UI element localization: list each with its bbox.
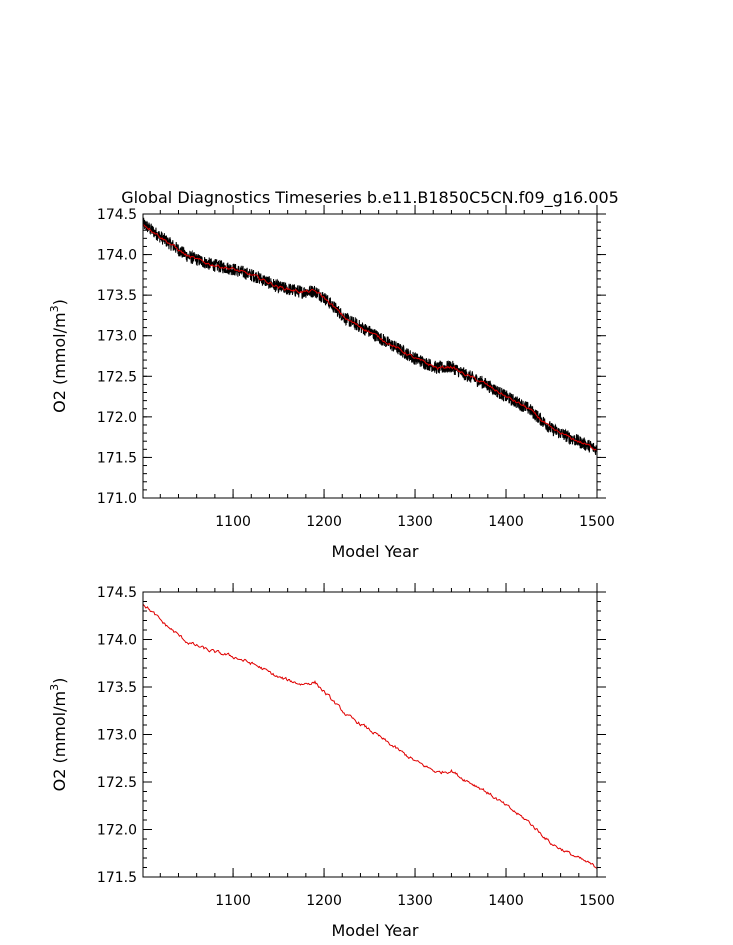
- x-tick-label: 1200: [306, 893, 342, 909]
- plot-bottom: 1100 1200 1300 1400 1500 171.5 172.0 172.5 173.0…: [48, 583, 615, 940]
- series-annual-mean-line: [142, 603, 598, 869]
- y-tick-label: 171.5: [97, 870, 137, 886]
- x-tick-label: 1100: [215, 893, 251, 909]
- x-axis-title: Model Year: [332, 921, 419, 940]
- plot-frame: [142, 213, 598, 499]
- y-axis-title: O2 (mmol/m3): [48, 299, 69, 413]
- y-tick-label: 173.5: [97, 288, 137, 304]
- plot-top: 1100 1200 1300 1400 1500 171.0 171.5 172.0 172.5…: [48, 205, 615, 561]
- y-axis-title: O2 (mmol/m3): [48, 678, 69, 792]
- y-tick-label: 172.0: [97, 410, 137, 426]
- y-tick-label: 172.5: [97, 775, 137, 791]
- x-tick-label: 1100: [215, 514, 251, 530]
- y-tick-label: 174.5: [97, 207, 137, 223]
- x-axis-title: Model Year: [332, 542, 419, 561]
- series-monthly-line: [142, 217, 598, 456]
- y-tick-label: 174.0: [97, 633, 137, 649]
- y-tick-label: 174.0: [97, 248, 137, 264]
- x-tick-label: 1400: [488, 893, 524, 909]
- x-tick-label: 1500: [579, 893, 615, 909]
- chart-title: Global Diagnostics Timeseries b.e11.B185…: [121, 188, 619, 208]
- x-tick-label: 1300: [397, 514, 433, 530]
- x-tick-label: 1500: [579, 514, 615, 530]
- x-tick-label: 1300: [397, 893, 433, 909]
- y-tick-label: 173.0: [97, 728, 137, 744]
- y-tick-label: 172.0: [97, 823, 137, 839]
- y-tick-label: 172.5: [97, 369, 137, 385]
- y-tick-label: 173.0: [97, 329, 137, 345]
- y-tick-label: 173.5: [97, 680, 137, 696]
- series-annual-mean-line: [142, 224, 598, 451]
- y-tick-label: 171.5: [97, 450, 137, 466]
- y-tick-label: 171.0: [97, 491, 137, 507]
- y-tick-label: 174.5: [97, 585, 137, 601]
- x-tick-label: 1400: [488, 514, 524, 530]
- x-tick-label: 1200: [306, 514, 342, 530]
- plot-frame: [142, 591, 598, 878]
